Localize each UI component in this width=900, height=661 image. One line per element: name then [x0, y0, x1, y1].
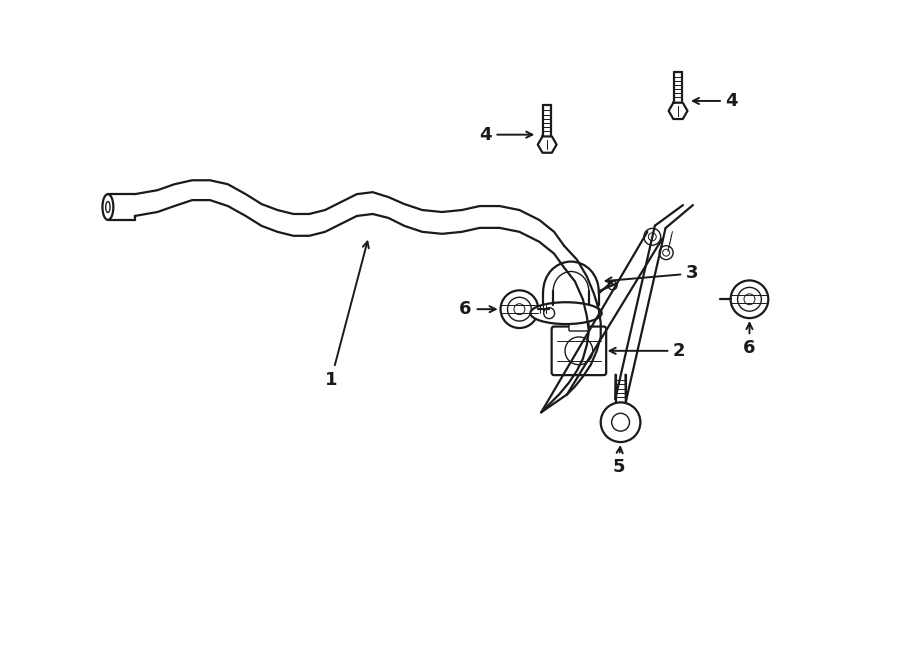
Text: 5: 5 [612, 447, 625, 476]
Text: 6: 6 [743, 323, 756, 357]
Text: 1: 1 [325, 241, 369, 389]
Text: 4: 4 [693, 92, 738, 110]
Ellipse shape [530, 302, 602, 324]
Text: 4: 4 [479, 126, 532, 143]
FancyBboxPatch shape [552, 327, 607, 375]
Text: 6: 6 [459, 300, 496, 318]
Text: 2: 2 [609, 342, 686, 360]
Polygon shape [538, 136, 556, 153]
Polygon shape [669, 102, 688, 119]
FancyBboxPatch shape [569, 321, 589, 331]
Text: 3: 3 [606, 264, 698, 284]
